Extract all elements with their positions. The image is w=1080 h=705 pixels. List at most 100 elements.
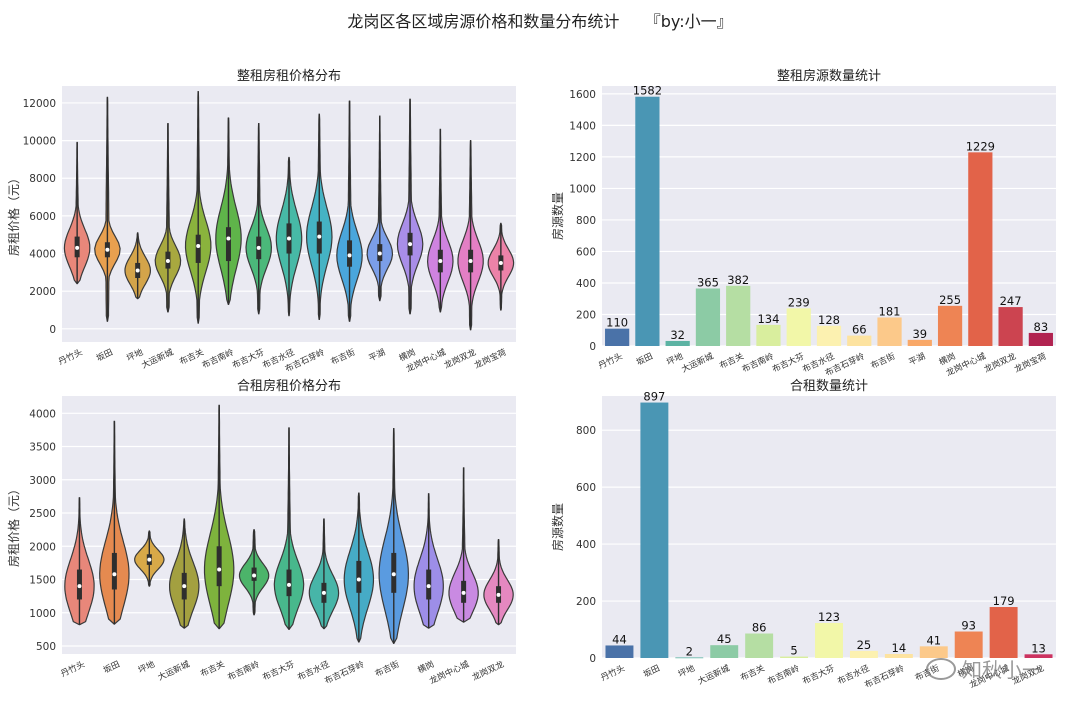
violin-median-point: [317, 234, 322, 239]
y-tick-label: 4000: [29, 249, 56, 261]
violin-iqr-box: [225, 227, 231, 262]
y-tick-label: 0: [589, 653, 596, 665]
y-tick-label: 1000: [29, 608, 56, 620]
bar: [756, 324, 781, 346]
y-tick-label: 2000: [29, 286, 56, 298]
bar-value-label: 25: [857, 638, 872, 652]
y-tick-label: 10000: [23, 136, 56, 148]
x-tick-label: 丹竹头: [597, 351, 625, 372]
bar: [710, 645, 739, 658]
violin-median-point: [426, 584, 431, 589]
bar: [998, 307, 1023, 346]
y-tick-label: 0: [49, 324, 56, 336]
violin-median-point: [496, 592, 501, 597]
figure-suptitle: 龙岗区各区域房源价格和数量分布统计 『by:小一』: [347, 12, 733, 31]
violin-median-point: [356, 577, 361, 582]
bar-value-label: 14: [892, 641, 907, 655]
x-tick-label: 坪地: [137, 659, 158, 676]
bar-value-label: 897: [643, 390, 665, 404]
bar: [665, 340, 690, 346]
bar: [1024, 654, 1053, 658]
violin-median-point: [182, 584, 187, 589]
bar-value-label: 83: [1034, 320, 1049, 334]
subplot-title: 整租房源数量统计: [777, 68, 881, 84]
y-tick-label: 1500: [29, 575, 56, 587]
subplot-title: 合租数量统计: [790, 379, 868, 394]
x-tick-label: 大运新城: [156, 659, 192, 684]
y-axis-label: 房源数量: [550, 503, 565, 551]
bar: [849, 650, 878, 658]
bar-value-label: 93: [961, 619, 976, 633]
bar-value-label: 247: [1000, 294, 1022, 308]
violin-median-point: [75, 245, 80, 250]
x-tick-label: 布吉南岭: [226, 659, 262, 684]
violin-median-point: [498, 260, 503, 265]
panel-2: 500 1000 1500 2000 2500 3000 3500 4000 合租房租价格分布房…: [6, 378, 516, 687]
violin-median-point: [147, 557, 152, 562]
bar-value-label: 382: [727, 273, 749, 287]
y-tick-label: 3000: [29, 475, 56, 487]
bar: [1028, 332, 1053, 346]
y-tick-label: 1400: [569, 120, 596, 132]
bar-value-label: 123: [818, 610, 840, 624]
y-tick-label: 800: [576, 215, 596, 227]
x-tick-label: 布吉大芬: [771, 351, 807, 376]
x-tick-label: 龙岗宝荷: [1013, 351, 1049, 376]
bar: [640, 402, 669, 658]
bar-value-label: 179: [993, 594, 1015, 608]
bar: [907, 339, 932, 346]
y-tick-label: 12000: [23, 98, 56, 110]
bar-value-label: 5: [790, 644, 797, 658]
x-tick-label: 丹竹头: [59, 659, 87, 680]
bar-value-label: 1229: [966, 139, 995, 153]
y-tick-label: 600: [576, 246, 596, 258]
x-tick-label: 布吉石芽岭: [863, 663, 907, 691]
subplot-title: 合租房租价格分布: [237, 378, 341, 394]
x-tick-label: 丹竹头: [599, 663, 627, 684]
bar-value-label: 41: [926, 633, 941, 647]
bar-value-label: 32: [670, 328, 685, 342]
violin-median-point: [438, 259, 443, 264]
violin-median-point: [287, 236, 291, 241]
violin-median-point: [377, 251, 382, 256]
x-tick-label: 布吉石芽岭: [323, 659, 367, 687]
wechat-icon: [926, 657, 956, 680]
violin-median-point: [287, 582, 291, 587]
y-axis-label: 房租价格（元）: [6, 483, 21, 567]
violin-median-point: [468, 259, 473, 264]
violin-median-point: [112, 572, 117, 577]
panel-1: 0 200 400 600 800 1000 1200 1400 1600 整租房源数量统计房源数…: [550, 68, 1056, 379]
bar-value-label: 2: [686, 644, 693, 658]
bar: [745, 633, 774, 658]
x-tick-label: 布吉大芬: [231, 347, 267, 372]
x-tick-label: 布吉南岭: [766, 663, 802, 688]
bar-value-label: 39: [912, 327, 927, 341]
bar-value-label: 1582: [633, 84, 662, 98]
bar: [919, 646, 948, 658]
bar: [605, 328, 630, 346]
plot-background: [602, 396, 1056, 658]
watermark: 知秋小一: [926, 654, 1042, 683]
x-tick-label: 坂田: [635, 351, 655, 368]
subplot-title: 整租房租价格分布: [237, 68, 341, 84]
bar-value-label: 86: [752, 621, 767, 635]
violin-median-point: [226, 236, 231, 241]
y-tick-label: 800: [576, 425, 596, 437]
bar: [695, 288, 721, 346]
bar: [847, 335, 872, 346]
x-tick-label: 大运新城: [140, 347, 176, 372]
violin-iqr-box: [356, 560, 362, 593]
violin-median-point: [391, 572, 396, 577]
violin-median-point: [77, 584, 82, 589]
bar: [815, 622, 843, 658]
x-tick-label: 丹竹头: [57, 347, 85, 368]
violin-median-point: [105, 247, 110, 252]
x-tick-label: 龙岗双龙: [470, 659, 506, 684]
bar: [968, 152, 993, 346]
x-tick-label: 大运新城: [696, 663, 732, 688]
y-tick-label: 0: [589, 341, 596, 353]
bar-value-label: 134: [757, 312, 779, 326]
violin-median-point: [217, 567, 222, 572]
x-tick-label: 坂田: [95, 347, 115, 364]
